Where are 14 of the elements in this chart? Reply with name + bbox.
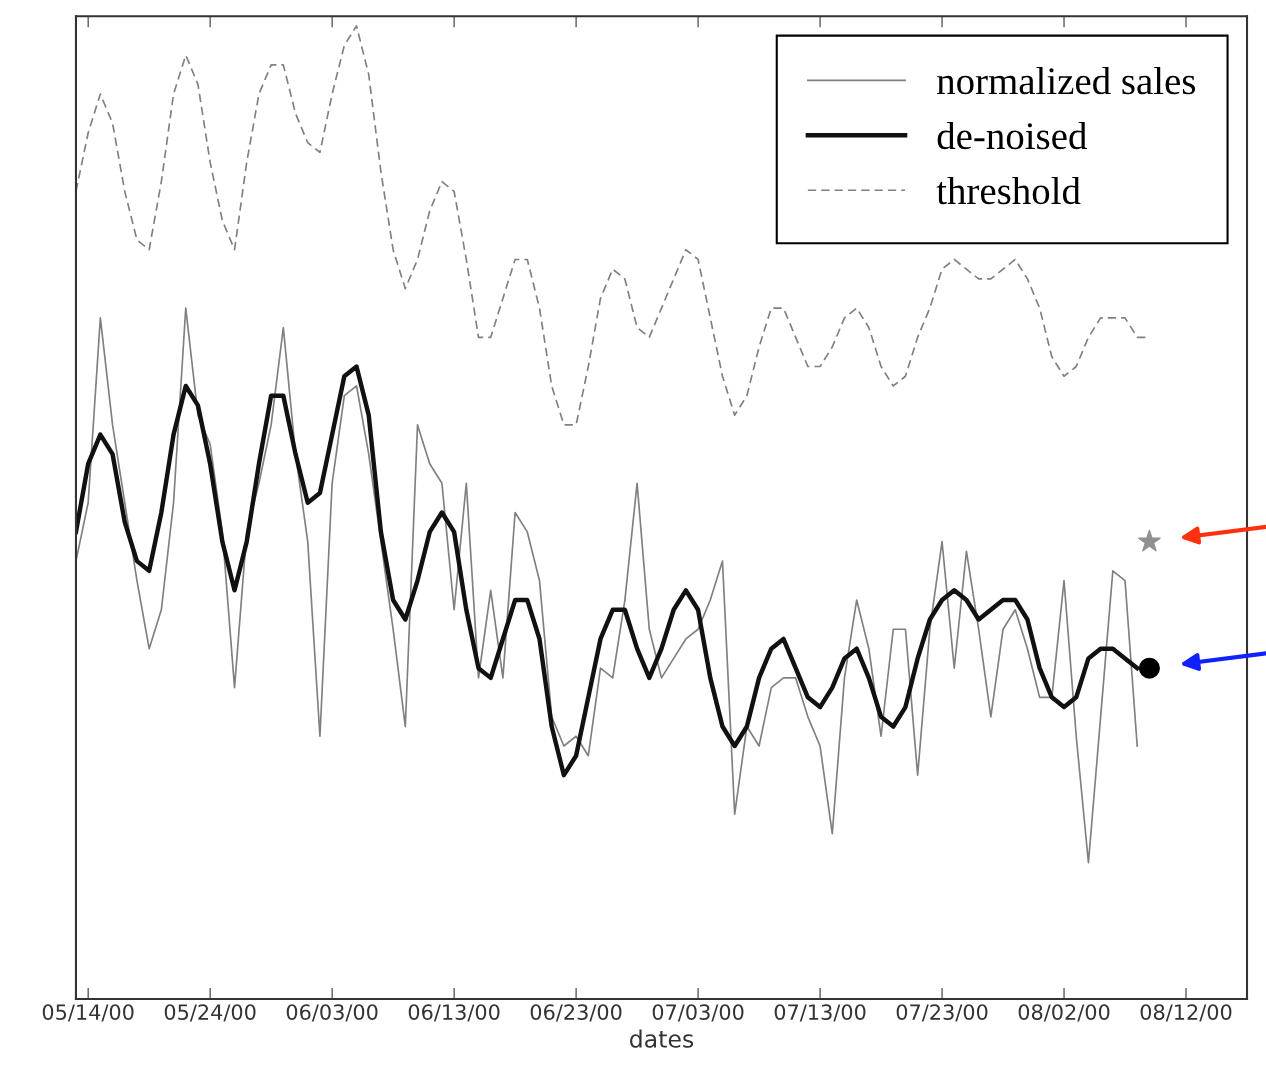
x-tick-label: 08/12/00	[1140, 1004, 1232, 1022]
x-tick-label: 08/02/00	[1018, 1004, 1110, 1022]
x-tick-label: 07/23/00	[896, 1004, 988, 1022]
x-tick-label: 05/14/00	[42, 1004, 134, 1022]
x-tick-label: 06/03/00	[286, 1004, 378, 1022]
legend-label: threshold	[936, 176, 1081, 205]
legend-label: de-noised	[937, 121, 1087, 150]
x-tick-label: 06/23/00	[530, 1004, 622, 1022]
legend-label: normalized sales	[937, 66, 1196, 95]
x-tick-label: 07/03/00	[652, 1004, 744, 1022]
x-tick-label: 06/13/00	[408, 1004, 500, 1022]
x-axis-title: dates	[630, 1029, 694, 1048]
x-tick-label: 05/24/00	[164, 1004, 256, 1022]
x-tick-label: 07/13/00	[774, 1004, 866, 1022]
